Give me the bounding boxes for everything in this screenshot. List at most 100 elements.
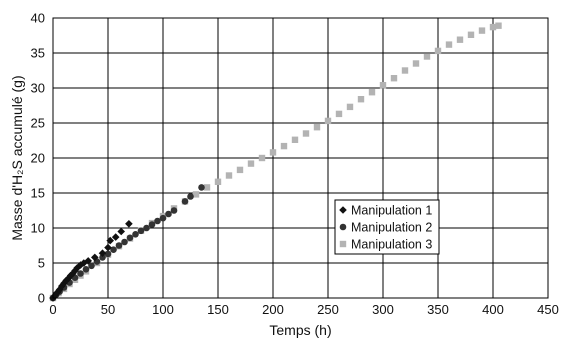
data-point xyxy=(110,246,117,253)
data-point xyxy=(192,191,200,198)
data-point xyxy=(214,178,222,185)
data-point xyxy=(225,172,233,179)
x-tick-label: 200 xyxy=(262,302,284,317)
data-point xyxy=(302,130,310,137)
data-point xyxy=(456,36,464,43)
data-point xyxy=(88,262,95,270)
y-tick-label: 0 xyxy=(38,291,45,306)
y-tick-label: 15 xyxy=(31,186,45,201)
data-point xyxy=(291,136,299,143)
legend-entry: Manipulation 3 xyxy=(339,238,432,252)
data-point xyxy=(489,23,497,31)
y-axis-label: Masse d'H₂S accumulé (g) xyxy=(9,75,25,240)
data-point xyxy=(467,31,475,38)
legend-label: Manipulation 1 xyxy=(351,204,432,218)
data-point xyxy=(84,257,92,265)
x-tick-labels: 0 50 100 150 200 250 300 350 400 450 xyxy=(49,302,558,317)
y-tick-label: 30 xyxy=(31,81,45,96)
y-tick-labels: 0 5 10 15 20 25 30 35 40 xyxy=(31,11,45,306)
data-point xyxy=(280,142,288,150)
data-point xyxy=(165,210,172,218)
x-tick-label: 50 xyxy=(101,302,115,317)
data-point xyxy=(198,184,205,191)
data-point xyxy=(99,254,106,261)
x-axis-label: Temps (h) xyxy=(269,322,331,338)
series-3 xyxy=(49,22,502,302)
legend: Manipulation 1 Manipulation 2 Manipulation… xyxy=(334,199,440,255)
y-tick-label: 10 xyxy=(31,221,45,236)
plot-frame xyxy=(52,17,549,299)
data-point xyxy=(82,266,90,273)
y-tick-label: 20 xyxy=(31,151,45,166)
legend-marker xyxy=(339,206,347,214)
series-2 xyxy=(49,184,205,302)
data-point xyxy=(181,198,189,205)
data-point xyxy=(91,253,99,262)
grid-lines xyxy=(53,18,548,298)
data-point xyxy=(390,75,398,82)
data-point xyxy=(379,82,387,89)
data-points xyxy=(49,22,502,302)
x-tick-label: 250 xyxy=(317,302,339,317)
data-point xyxy=(71,266,79,275)
data-point xyxy=(66,271,75,280)
data-point xyxy=(335,110,343,118)
data-point xyxy=(77,270,84,277)
data-point xyxy=(115,242,123,249)
data-point xyxy=(236,166,244,174)
data-point xyxy=(478,27,486,34)
data-point xyxy=(247,160,255,167)
data-point xyxy=(412,60,420,67)
y-tick-label: 25 xyxy=(31,116,45,131)
data-point xyxy=(132,231,139,238)
data-point xyxy=(143,224,150,232)
legend-label: Manipulation 2 xyxy=(351,221,432,235)
data-point xyxy=(445,41,453,48)
series-1 xyxy=(49,220,133,302)
data-point xyxy=(98,249,107,257)
data-point xyxy=(401,67,409,74)
x-tick-label: 300 xyxy=(372,302,394,317)
data-point xyxy=(346,103,354,111)
data-point xyxy=(423,53,431,60)
legend-label: Manipulation 3 xyxy=(351,238,432,252)
legend-box xyxy=(334,199,440,255)
data-point xyxy=(258,154,266,162)
data-point xyxy=(269,149,277,156)
data-point xyxy=(126,234,134,242)
y-tick-label: 40 xyxy=(31,11,45,26)
data-point xyxy=(324,117,332,125)
legend-marker xyxy=(339,240,347,248)
data-point xyxy=(117,227,125,236)
x-tick-label: 0 xyxy=(49,302,56,317)
data-point xyxy=(58,282,66,290)
legend-marker xyxy=(339,223,347,231)
data-point xyxy=(368,89,376,96)
x-tick-label: 350 xyxy=(427,302,449,317)
data-point xyxy=(203,184,211,191)
data-point xyxy=(154,217,161,225)
y-tick-label: 5 xyxy=(38,256,45,271)
data-point xyxy=(104,250,112,258)
data-point xyxy=(148,221,156,228)
data-point xyxy=(187,193,194,200)
data-point xyxy=(76,261,85,269)
legend-entry: Manipulation 2 xyxy=(339,221,432,235)
data-point xyxy=(495,22,502,29)
data-point xyxy=(159,214,167,222)
x-tick-label: 450 xyxy=(537,302,559,317)
x-tick-label: 100 xyxy=(152,302,174,317)
data-point xyxy=(137,227,145,235)
data-point xyxy=(170,207,178,214)
legend-entry: Manipulation 1 xyxy=(339,204,432,218)
data-point xyxy=(357,96,365,103)
data-point xyxy=(111,233,120,241)
data-point xyxy=(313,124,321,131)
y-tick-label: 35 xyxy=(31,46,45,61)
x-tick-label: 400 xyxy=(482,302,504,317)
data-point xyxy=(104,243,112,252)
data-point xyxy=(125,220,133,228)
data-point xyxy=(121,238,128,246)
data-point xyxy=(55,285,64,294)
